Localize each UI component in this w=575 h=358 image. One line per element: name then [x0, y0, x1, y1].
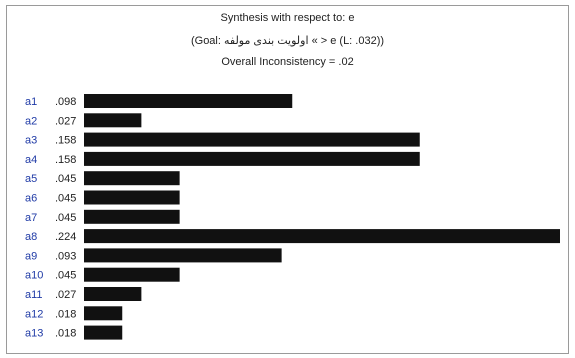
bar-a6	[84, 190, 180, 205]
bar-a13	[84, 325, 123, 340]
category-label-a13: a13	[25, 328, 43, 340]
goal-line: (Goal: اولویت بندی مولفه « > e (L: .032)…	[190, 35, 385, 47]
category-label-a9: a9	[25, 250, 37, 262]
category-label-a5: a5	[25, 173, 37, 185]
category-label-a8: a8	[25, 231, 37, 243]
category-label-a4: a4	[25, 154, 37, 166]
value-label-a5: .045	[55, 173, 76, 185]
value-label-a10: .045	[55, 270, 76, 282]
value-label-a9: .093	[55, 250, 76, 262]
category-label-a12: a12	[25, 308, 43, 320]
category-label-a10: a10	[25, 270, 43, 282]
value-label-a8: .224	[55, 231, 76, 243]
bar-a2	[84, 113, 142, 128]
category-label-a6: a6	[25, 193, 37, 205]
inconsistency-line: Overall Inconsistency = .02	[221, 56, 354, 68]
bar-a3	[84, 132, 420, 147]
bar-a5	[84, 171, 180, 186]
bar-a8	[84, 229, 560, 244]
value-label-a3: .158	[55, 135, 76, 147]
bar-a12	[84, 306, 123, 321]
value-label-a6: .045	[55, 193, 76, 205]
value-label-a12: .018	[55, 308, 76, 320]
value-label-a1: .098	[55, 96, 76, 108]
value-label-a7: .045	[55, 212, 76, 224]
value-label-a13: .018	[55, 328, 76, 340]
bar-a10	[84, 267, 180, 282]
category-label-a7: a7	[25, 212, 37, 224]
value-label-a11: .027	[55, 289, 76, 301]
value-label-a4: .158	[55, 154, 76, 166]
bar-a4	[84, 151, 420, 166]
bar-a11	[84, 287, 142, 301]
bar-a7	[84, 209, 180, 224]
synthesis-title: Synthesis with respect to: e	[220, 12, 355, 24]
bar-a9	[84, 248, 282, 263]
value-label-a2: .027	[55, 115, 76, 127]
category-label-a3: a3	[25, 135, 37, 147]
category-label-a1: a1	[25, 96, 37, 108]
category-label-a11: a11	[25, 289, 43, 301]
bar-a1	[84, 94, 293, 108]
category-label-a2: a2	[25, 115, 37, 127]
